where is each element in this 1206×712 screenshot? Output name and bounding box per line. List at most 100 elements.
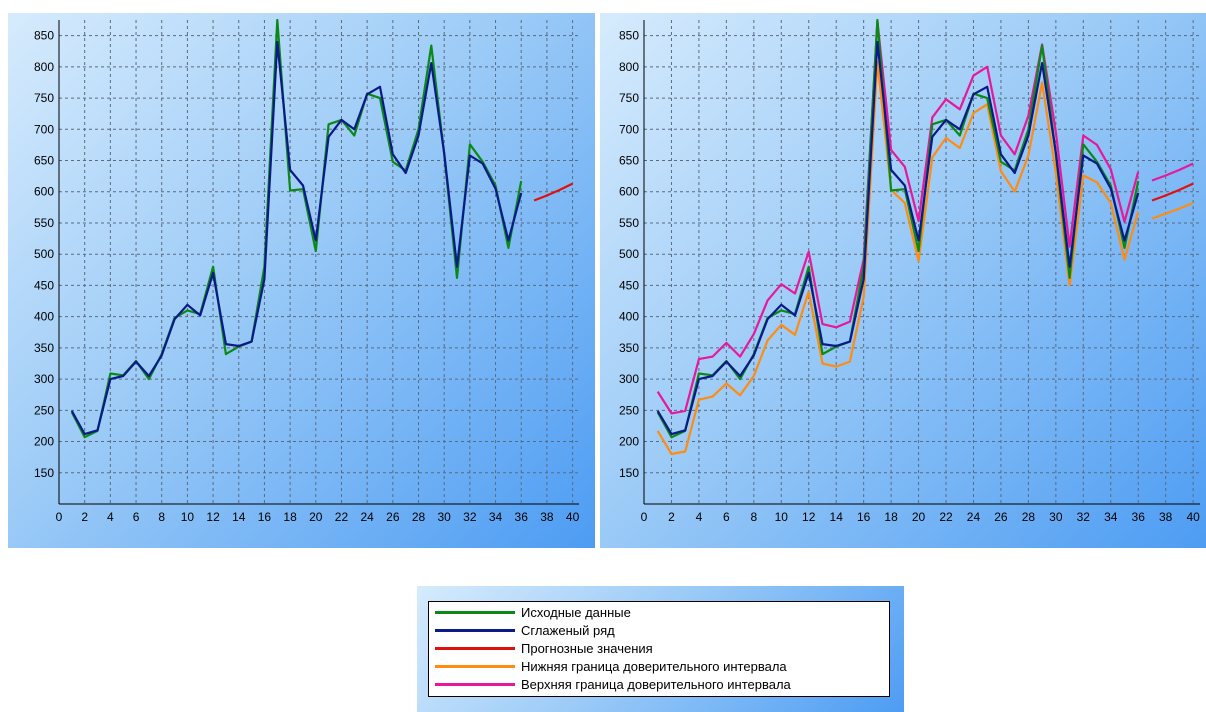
y-tick-label: 250: [34, 403, 54, 417]
x-tick-label: 2: [668, 510, 675, 524]
x-tick-label: 26: [994, 510, 1008, 524]
x-tick-label: 34: [489, 510, 503, 524]
y-tick-label: 350: [34, 341, 54, 355]
x-tick-label: 14: [830, 510, 844, 524]
x-tick-label: 36: [515, 510, 529, 524]
legend-label: Прогнозные значения: [521, 640, 653, 656]
y-tick-label: 350: [619, 341, 639, 355]
y-tick-label: 200: [619, 435, 639, 449]
series-line: [656, 20, 1194, 415]
legend-label: Нижняя граница доверительного интервала: [521, 658, 787, 674]
series-line: [656, 18, 1140, 439]
right-chart-panel: 150 200 250 300 350 400 450 500 550 600 650 700 750 8…: [600, 13, 1206, 548]
y-tick-label: 450: [619, 278, 639, 292]
y-tick-label: 750: [34, 91, 54, 105]
y-tick-label: 500: [619, 247, 639, 261]
x-tick-label: 30: [438, 510, 452, 524]
x-tick-label: 8: [750, 510, 757, 524]
y-tick-label: 300: [34, 372, 54, 386]
y-tick-label: 850: [619, 29, 639, 43]
y-tick-label: 650: [619, 154, 639, 168]
right-line-chart: 1502002503003504004505005506006507007508…: [619, 18, 1200, 524]
x-tick-label: 0: [641, 510, 648, 524]
y-tick-label: 150: [34, 466, 54, 480]
x-tick-label: 28: [1022, 510, 1036, 524]
series-line: [1151, 182, 1194, 202]
legend-item-forecast: Прогнозные значения: [435, 639, 653, 657]
x-tick-label: 32: [463, 510, 477, 524]
y-tick-label: 850: [34, 29, 54, 43]
y-tick-label: 450: [34, 278, 54, 292]
x-tick-label: 14: [232, 510, 246, 524]
legend-swatch: [435, 628, 515, 632]
y-tick-label: 250: [619, 403, 639, 417]
x-tick-label: 10: [775, 510, 789, 524]
x-tick-label: 20: [912, 510, 926, 524]
legend-item-lower-bound: Нижняя граница доверительного интервала: [435, 657, 787, 675]
x-tick-label: 4: [696, 510, 703, 524]
legend-item-source-data: Исходные данные: [435, 603, 631, 621]
series-line: [656, 60, 1194, 456]
y-tick-label: 800: [619, 60, 639, 74]
y-tick-label: 700: [34, 122, 54, 136]
x-tick-label: 10: [181, 510, 195, 524]
x-tick-label: 38: [1159, 510, 1173, 524]
y-tick-label: 700: [619, 122, 639, 136]
x-tick-label: 36: [1132, 510, 1146, 524]
x-tick-label: 38: [540, 510, 554, 524]
legend-label: Исходные данные: [521, 604, 631, 620]
y-tick-label: 550: [34, 216, 54, 230]
x-tick-label: 0: [56, 510, 63, 524]
series-line: [70, 40, 523, 436]
x-tick-label: 26: [386, 510, 400, 524]
x-tick-label: 16: [857, 510, 871, 524]
x-tick-label: 12: [206, 510, 220, 524]
legend-swatch: [435, 682, 515, 686]
y-tick-label: 600: [34, 185, 54, 199]
y-tick-label: 150: [619, 466, 639, 480]
legend-item-upper-bound: Верхняя граница доверительного интервала: [435, 675, 791, 693]
legend-label: Сглаженый ряд: [521, 622, 615, 638]
legend-swatch: [435, 664, 515, 668]
left-chart-panel: 150 200 250 300 350 400 450 500 550 600 650 700 750 8…: [8, 13, 595, 548]
x-tick-label: 16: [258, 510, 272, 524]
y-tick-label: 800: [34, 60, 54, 74]
legend-item-smoothed-series: Сглаженый ряд: [435, 621, 615, 639]
x-tick-label: 18: [283, 510, 297, 524]
y-tick-label: 200: [34, 435, 54, 449]
x-tick-label: 20: [309, 510, 323, 524]
x-tick-label: 6: [133, 510, 140, 524]
y-tick-label: 650: [34, 154, 54, 168]
x-tick-label: 6: [723, 510, 730, 524]
x-tick-label: 12: [802, 510, 816, 524]
y-tick-label: 400: [34, 310, 54, 324]
x-tick-label: 40: [566, 510, 580, 524]
series-line: [656, 40, 1140, 436]
x-tick-label: 22: [335, 510, 349, 524]
legend-panel: Исходные данные Сглаженый ряд Прогнозные…: [417, 586, 904, 712]
x-tick-label: 28: [412, 510, 426, 524]
x-tick-label: 8: [158, 510, 165, 524]
x-tick-label: 22: [939, 510, 953, 524]
y-tick-label: 550: [619, 216, 639, 230]
x-tick-label: 2: [81, 510, 88, 524]
y-tick-label: 300: [619, 372, 639, 386]
x-tick-label: 4: [107, 510, 114, 524]
y-tick-label: 500: [34, 247, 54, 261]
left-line-chart: 1502002503003504004505005506006507007508…: [34, 18, 580, 524]
legend-swatch: [435, 610, 515, 614]
x-tick-label: 18: [884, 510, 898, 524]
legend-box: Исходные данные Сглаженый ряд Прогнозные…: [428, 601, 890, 697]
legend-label: Верхняя граница доверительного интервала: [521, 676, 791, 692]
legend-swatch: [435, 646, 515, 650]
x-tick-label: 24: [967, 510, 981, 524]
x-tick-label: 24: [360, 510, 374, 524]
series-line: [533, 182, 574, 202]
y-tick-label: 750: [619, 91, 639, 105]
x-tick-label: 34: [1104, 510, 1118, 524]
x-tick-label: 32: [1077, 510, 1091, 524]
y-tick-label: 400: [619, 310, 639, 324]
y-tick-label: 600: [619, 185, 639, 199]
x-tick-label: 30: [1049, 510, 1063, 524]
x-tick-label: 40: [1186, 510, 1200, 524]
